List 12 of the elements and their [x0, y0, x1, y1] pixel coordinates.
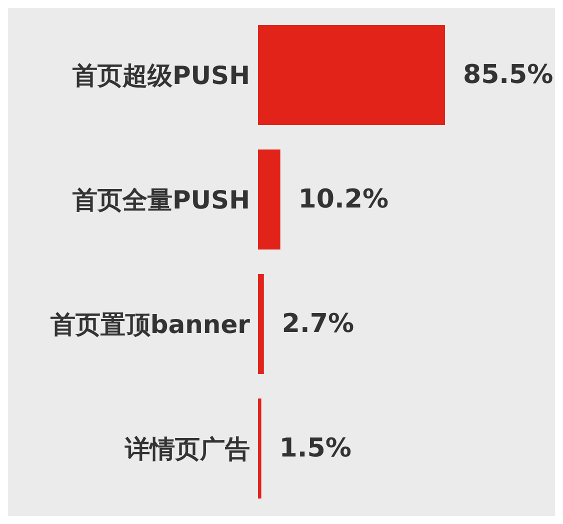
y-tick-label: 首页超级PUSH — [71, 61, 250, 90]
data-label: 1.5% — [279, 434, 352, 464]
y-tick-label: 首页全量PUSH — [71, 186, 250, 215]
data-label: 2.7% — [282, 309, 354, 339]
bar — [258, 25, 445, 125]
data-label: 85.5% — [463, 60, 554, 90]
data-label: 10.2% — [298, 184, 389, 214]
bar — [258, 274, 264, 374]
bar — [258, 398, 262, 498]
y-tick-label: 详情页广告 — [124, 434, 250, 464]
bar — [258, 150, 280, 250]
y-tick-label: 首页置顶banner — [49, 310, 251, 340]
